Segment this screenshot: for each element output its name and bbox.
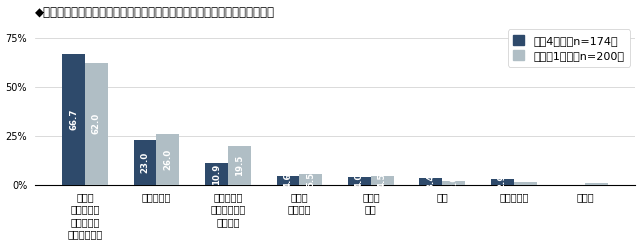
Text: ◆誰・どこから借金をしているか［複数回答形式］対象：現在借金がある人: ◆誰・どこから借金をしているか［複数回答形式］対象：現在借金がある人 (35, 6, 275, 19)
Bar (299, 174, 322, 184)
Text: 2.9: 2.9 (498, 174, 507, 189)
Text: 2.0: 2.0 (449, 175, 458, 190)
Bar (228, 146, 251, 184)
Bar (276, 176, 299, 184)
Bar (205, 163, 228, 184)
Bar (85, 63, 108, 184)
Text: 19.5: 19.5 (235, 155, 244, 176)
Text: 26.0: 26.0 (163, 148, 172, 170)
Bar (419, 178, 442, 184)
Text: 3.4: 3.4 (426, 173, 435, 189)
Text: 10.9: 10.9 (212, 163, 221, 184)
Bar (585, 183, 608, 184)
Text: 4.0: 4.0 (355, 173, 364, 188)
Text: 4.5: 4.5 (378, 172, 387, 188)
Bar (348, 177, 371, 184)
Text: 62.0: 62.0 (92, 113, 101, 135)
Text: 23.0: 23.0 (140, 151, 149, 173)
Bar (62, 54, 85, 184)
Legend: 大学4年生【n=174】, 社会人1年生【n=200】: 大学4年生【n=174】, 社会人1年生【n=200】 (508, 29, 630, 67)
Bar (491, 179, 514, 184)
Bar (156, 134, 179, 184)
Bar (133, 139, 156, 184)
Text: 4.6: 4.6 (283, 172, 292, 188)
Bar (442, 181, 465, 184)
Bar (514, 182, 537, 184)
Text: 5.5: 5.5 (306, 172, 315, 187)
Text: 66.7: 66.7 (69, 109, 78, 130)
Bar (371, 176, 394, 184)
